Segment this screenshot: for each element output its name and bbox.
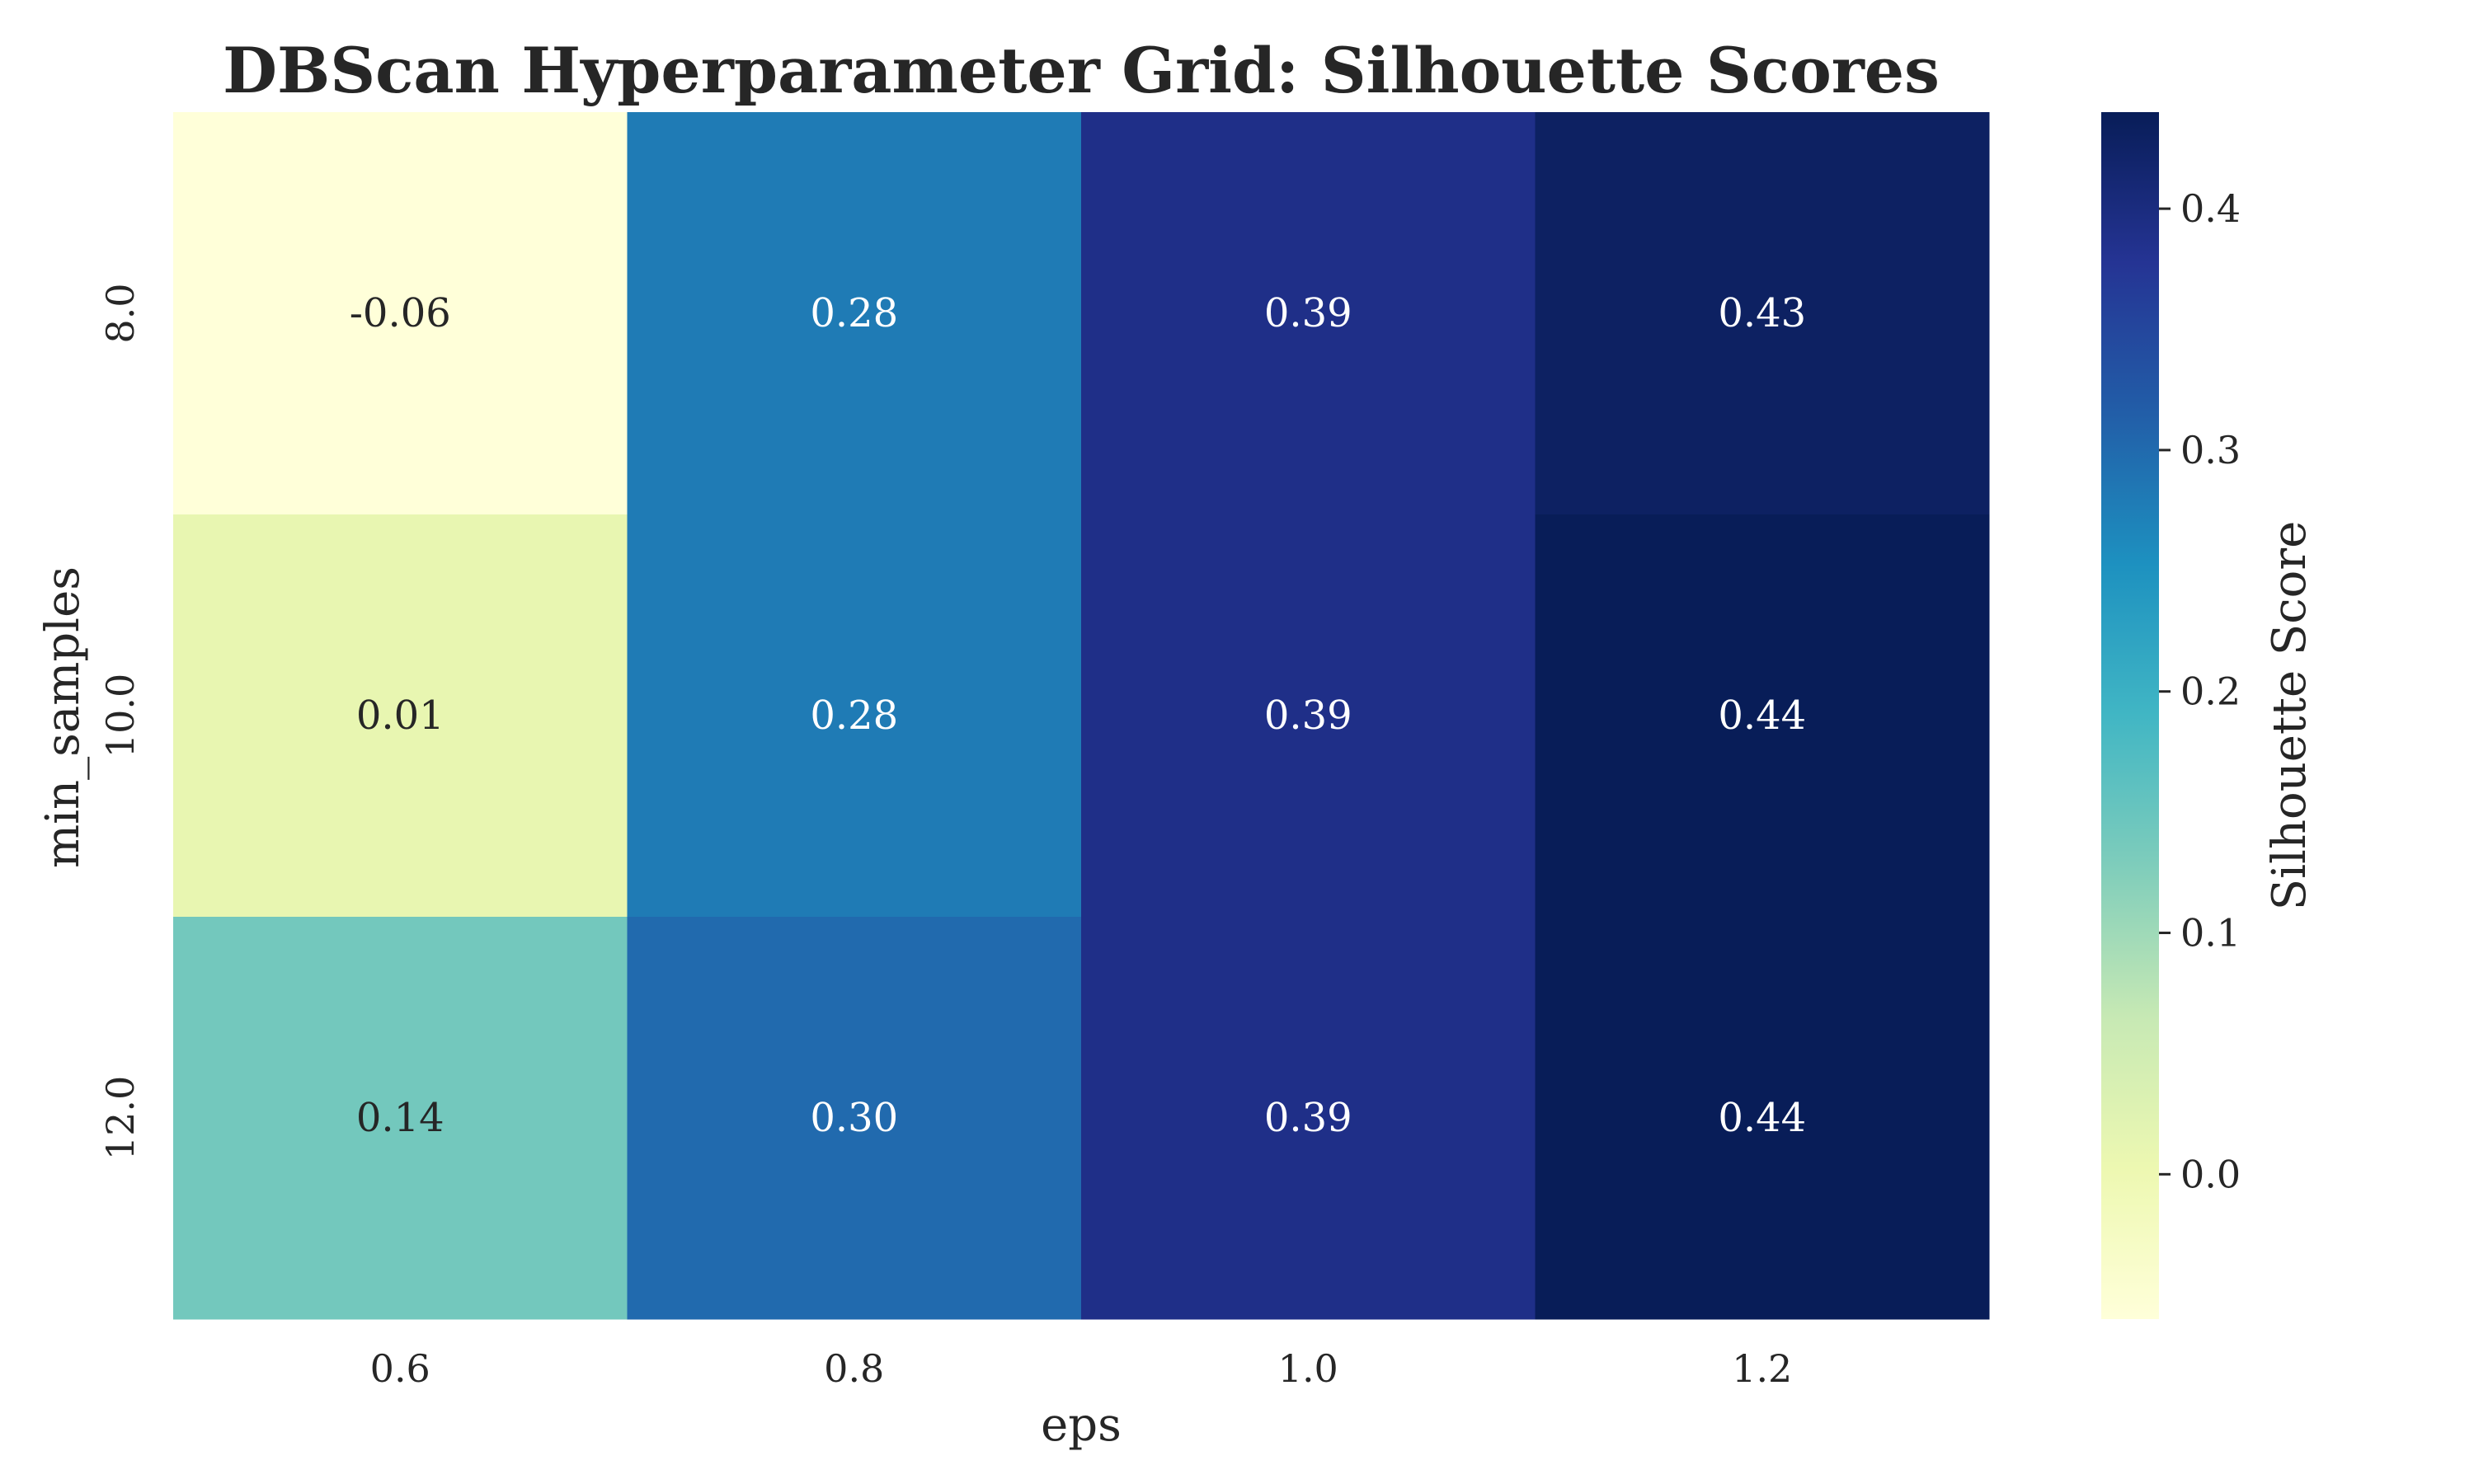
heatmap-cell — [1081, 514, 1536, 918]
heatmap-cell — [1535, 514, 1990, 918]
cell-value-label: 0.39 — [1264, 693, 1352, 739]
colorbar-tick-label: 0.4 — [2180, 186, 2241, 231]
y-tick-labels: 8.0 10.0 12.0 — [98, 283, 143, 1160]
cell-value-label: -0.06 — [350, 290, 451, 336]
cell-value-label: 0.28 — [810, 693, 898, 739]
heatmap-cell — [173, 917, 628, 1320]
cell-value-label: 0.43 — [1718, 290, 1806, 336]
cell-value-label: 0.01 — [356, 693, 444, 739]
x-axis-label: eps — [1041, 1398, 1122, 1452]
colorbar-label: Silhouette Score — [2263, 521, 2316, 910]
colorbar-tick-label: 0.0 — [2180, 1152, 2241, 1196]
heatmap-cell — [627, 112, 1082, 515]
cell-value-label: 0.39 — [1264, 290, 1352, 336]
colorbar-tick-label: 0.3 — [2180, 428, 2241, 472]
cell-value-label: 0.44 — [1718, 693, 1806, 739]
y-tick-label: 12.0 — [98, 1076, 143, 1160]
heatmap-cell — [627, 917, 1082, 1320]
colorbar-tick-label: 0.1 — [2180, 911, 2241, 956]
heatmap-cell — [1081, 917, 1536, 1320]
heatmap-cells: -0.06 0.28 0.39 0.43 0.01 0.28 0.39 0.44 0.14 0.3… — [173, 112, 1990, 1320]
colorbar-ticks: 0.0 0.1 0.2 0.3 0.4 — [2159, 186, 2241, 1196]
heatmap-cell — [1081, 112, 1536, 515]
y-tick-label: 8.0 — [98, 283, 143, 343]
x-tick-label: 0.8 — [824, 1346, 884, 1391]
heatmap-cell — [1535, 917, 1990, 1320]
heatmap-cell — [173, 514, 628, 918]
cell-value-label: 0.28 — [810, 290, 898, 336]
cell-value-label: 0.30 — [810, 1095, 898, 1141]
heatmap-cell — [627, 514, 1082, 918]
cell-value-label: 0.14 — [356, 1095, 444, 1141]
cell-value-label: 0.44 — [1718, 1095, 1806, 1141]
x-tick-labels: 0.6 0.8 1.0 1.2 — [370, 1346, 1793, 1391]
heatmap-cell — [173, 112, 628, 515]
colorbar-tick-label: 0.2 — [2180, 669, 2241, 714]
x-tick-label: 0.6 — [370, 1346, 430, 1391]
x-tick-label: 1.2 — [1732, 1346, 1792, 1391]
cell-value-label: 0.39 — [1264, 1095, 1352, 1141]
y-tick-label: 10.0 — [98, 674, 143, 758]
chart-title: DBScan Hyperparameter Grid: Silhouette S… — [223, 34, 1940, 107]
heatmap-cell — [1535, 112, 1990, 515]
y-axis-label: min_samples — [36, 566, 90, 868]
x-tick-label: 1.0 — [1278, 1346, 1338, 1391]
colorbar — [2101, 112, 2159, 1319]
